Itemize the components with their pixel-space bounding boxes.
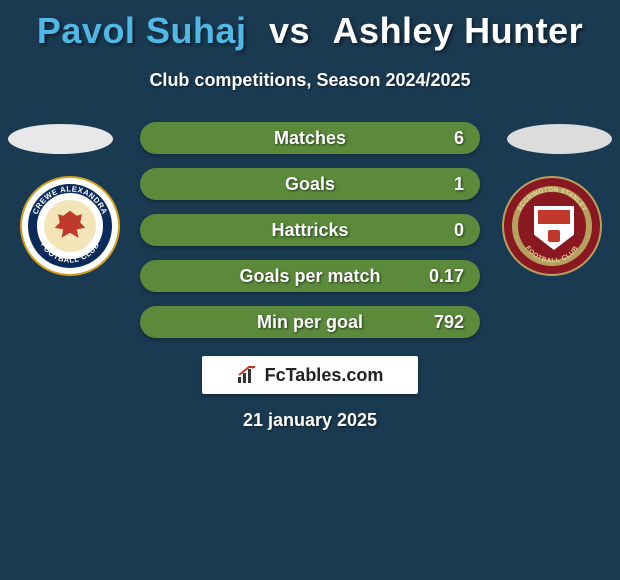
svg-text:ACCRINGTON STANLEY: ACCRINGTON STANLEY xyxy=(516,186,588,213)
stat-value: 0.17 xyxy=(429,266,464,287)
player2-club-badge: ACCRINGTON STANLEY FOOTBALL CLUB xyxy=(502,176,602,276)
stat-row-goals: Goals 1 xyxy=(140,168,480,200)
crewe-inner xyxy=(44,200,96,252)
bar-chart-icon xyxy=(237,366,259,384)
player2-color-ellipse xyxy=(507,124,612,154)
stat-label: Min per goal xyxy=(140,312,480,333)
stat-label: Goals per match xyxy=(140,266,480,287)
player1-color-ellipse xyxy=(8,124,113,154)
accr-top-text: ACCRINGTON STANLEY xyxy=(516,186,588,213)
stat-row-goals-per-match: Goals per match 0.17 xyxy=(140,260,480,292)
comparison-card: Pavol Suhaj vs Ashley Hunter Club compet… xyxy=(0,0,620,91)
stat-label: Matches xyxy=(140,128,480,149)
title-vs: vs xyxy=(269,10,310,51)
player2-name: Ashley Hunter xyxy=(333,10,584,51)
stat-label: Hattricks xyxy=(140,220,480,241)
watermark: FcTables.com xyxy=(202,356,418,394)
svg-text:FOOTBALL CLUB: FOOTBALL CLUB xyxy=(524,245,580,265)
stat-value: 792 xyxy=(434,312,464,333)
stat-value: 6 xyxy=(454,128,464,149)
stat-row-min-per-goal: Min per goal 792 xyxy=(140,306,480,338)
stat-value: 0 xyxy=(454,220,464,241)
page-title: Pavol Suhaj vs Ashley Hunter xyxy=(0,0,620,52)
subtitle: Club competitions, Season 2024/2025 xyxy=(0,70,620,91)
stat-label: Goals xyxy=(140,174,480,195)
stat-value: 1 xyxy=(454,174,464,195)
date: 21 january 2025 xyxy=(0,410,620,431)
player1-name: Pavol Suhaj xyxy=(37,10,247,51)
accr-bottom-text: FOOTBALL CLUB xyxy=(524,245,580,265)
player1-club-badge: CREWE ALEXANDRA FOOTBALL CLUB xyxy=(20,176,120,276)
crewe-lion-icon xyxy=(53,209,87,243)
stat-rows: Matches 6 Goals 1 Hattricks 0 Goals per … xyxy=(140,122,480,352)
watermark-text: FcTables.com xyxy=(265,365,384,386)
stat-row-hattricks: Hattricks 0 xyxy=(140,214,480,246)
stat-row-matches: Matches 6 xyxy=(140,122,480,154)
accr-text-ring: ACCRINGTON STANLEY FOOTBALL CLUB xyxy=(504,178,600,274)
